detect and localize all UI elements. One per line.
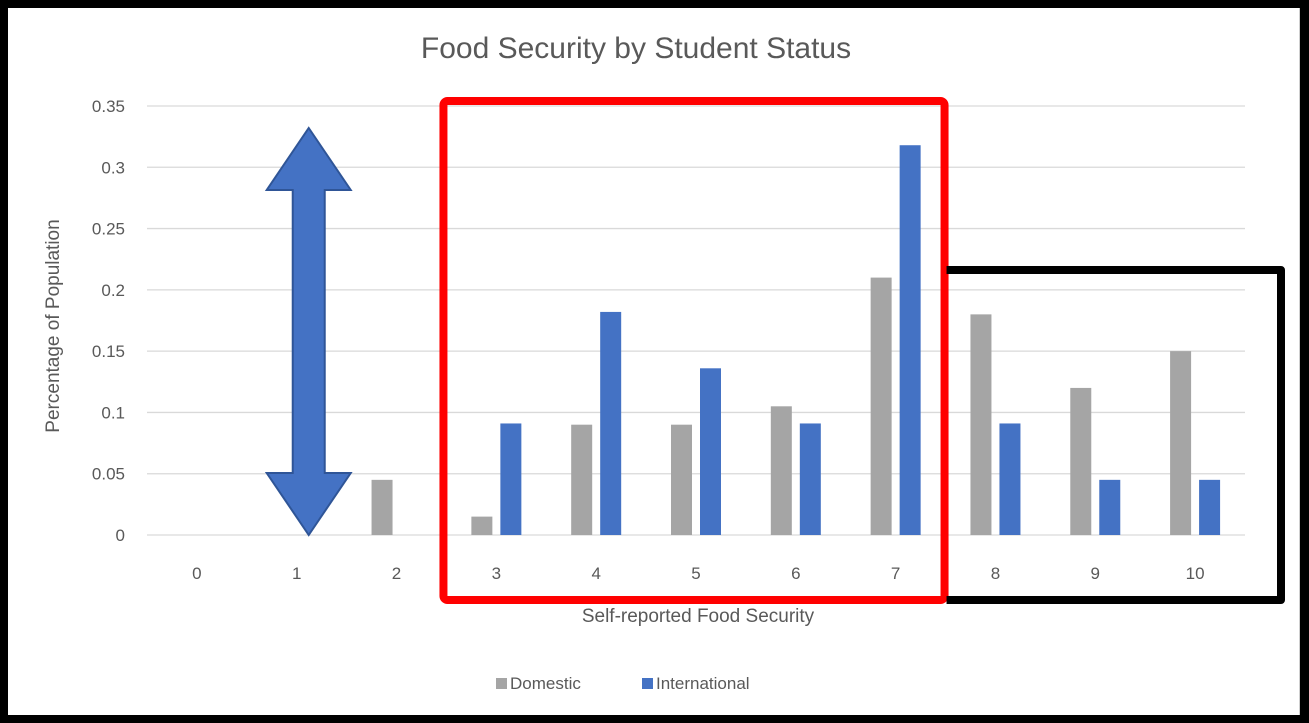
annotations: [264, 97, 1285, 604]
x-tick-label: 6: [791, 564, 800, 583]
bar-domestic-6: [770, 406, 792, 535]
x-tick-label: 4: [591, 564, 600, 583]
y-axis-label: Percentage of Population: [43, 219, 64, 432]
red-highlight-box: [439, 97, 949, 604]
y-tick-label: 0.1: [101, 403, 125, 422]
bar-international-8: [999, 423, 1021, 535]
bar-international-3: [500, 423, 522, 535]
bar-international-4: [600, 311, 622, 535]
bar-domestic-7: [870, 277, 892, 535]
y-tick-label: 0.25: [92, 220, 125, 239]
bar-domestic-5: [671, 424, 692, 535]
y-tick-label: 0: [116, 526, 125, 545]
y-tick-labels: 0 0.05 0.1 0.15 0.2 0.25 0.3 0.35: [92, 97, 125, 545]
x-tick-label: 1: [292, 564, 301, 583]
bar-international-10: [1199, 479, 1221, 535]
x-axis-label: Self-reported Food Security: [582, 606, 815, 627]
bar-domestic-3: [471, 516, 493, 535]
y-tick-label: 0.35: [92, 97, 125, 116]
legend: Domestic International: [496, 674, 750, 693]
legend-label-domestic: Domestic: [510, 674, 581, 693]
legend-swatch-international: [642, 678, 653, 689]
x-tick-label: 2: [392, 564, 401, 583]
x-tick-label: 3: [492, 564, 501, 583]
black-highlight-box: [946, 266, 1285, 604]
x-tick-label: 8: [991, 564, 1000, 583]
bar-international-9: [1099, 479, 1121, 535]
bar-domestic-8: [970, 314, 992, 535]
bar-domestic-2: [371, 479, 393, 535]
chart-frame: Food Security by Student Status 0 0.05 0.1…: [8, 8, 1300, 715]
x-tick-labels: 0 1 2 3 4 5 6 7 8 9 10: [192, 564, 1204, 583]
bar-domestic-9: [1070, 387, 1092, 535]
bar-international-7: [899, 145, 921, 536]
chart-title: Food Security by Student Status: [421, 32, 851, 65]
y-tick-label: 0.2: [101, 281, 125, 300]
bar-domestic-10: [1170, 351, 1192, 535]
x-tick-label: 0: [192, 564, 201, 583]
y-tick-label: 0.15: [92, 342, 125, 361]
legend-swatch-domestic: [496, 678, 507, 689]
bar-international-5: [700, 368, 721, 535]
bar-international-6: [799, 423, 821, 535]
chart-svg: Food Security by Student Status 0 0.05 0.1…: [43, 32, 1285, 693]
x-tick-label: 10: [1186, 564, 1205, 583]
y-tick-label: 0.3: [101, 158, 125, 177]
bars: [371, 145, 1221, 536]
y-tick-label: 0.05: [92, 465, 125, 484]
x-tick-label: 5: [691, 564, 700, 583]
bar-domestic-4: [571, 424, 593, 535]
x-tick-label: 7: [891, 564, 900, 583]
double-arrow-shape: [264, 126, 353, 537]
legend-label-international: International: [656, 674, 750, 693]
x-tick-label: 9: [1091, 564, 1100, 583]
